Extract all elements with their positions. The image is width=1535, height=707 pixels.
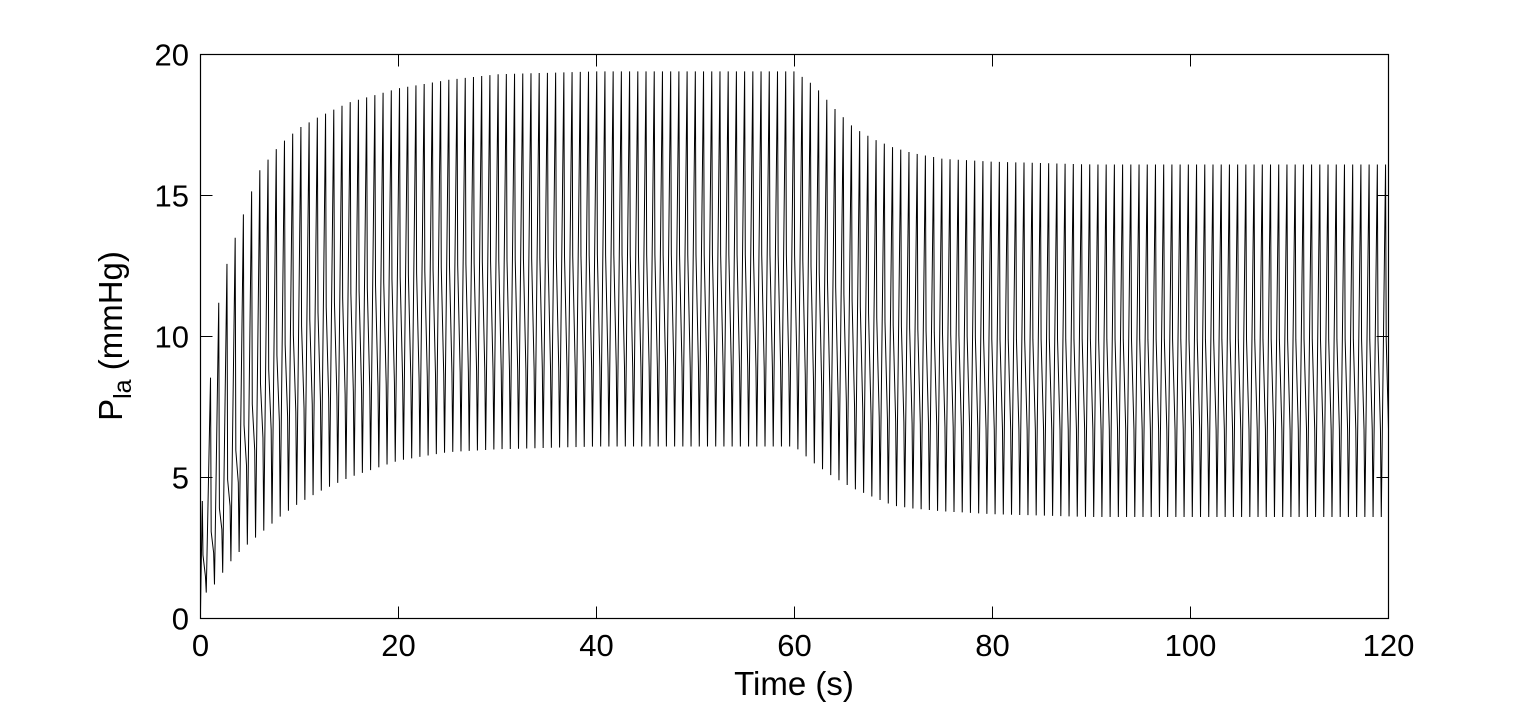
- y-axis-label-subscript: la: [109, 379, 137, 399]
- x-tick-label: 120: [1363, 628, 1415, 663]
- x-tick-label: 40: [579, 628, 613, 663]
- y-axis-label: Pla (mmHg): [92, 251, 137, 421]
- y-tick-label: 0: [172, 602, 189, 637]
- y-tick-label: 5: [172, 461, 189, 496]
- signal-trace: [200, 71, 1389, 611]
- x-tick-label: 20: [381, 628, 415, 663]
- y-axis-label-unit: (mmHg): [92, 251, 129, 379]
- y-tick-label: 10: [155, 320, 189, 355]
- x-tick-label: 100: [1165, 628, 1217, 663]
- series-line: [200, 71, 1389, 611]
- x-tick-label: 0: [192, 628, 209, 663]
- y-axis-label-main: P: [92, 399, 129, 421]
- x-axis-label: Time (s): [734, 665, 854, 702]
- y-tick-label: 20: [155, 38, 189, 73]
- x-tick-label: 60: [777, 628, 811, 663]
- x-tick-label: 80: [975, 628, 1009, 663]
- y-tick-label: 15: [155, 179, 189, 214]
- axis-ticks: 0 20 40 60 80 100 120 0 5 10 15 20: [155, 38, 1415, 664]
